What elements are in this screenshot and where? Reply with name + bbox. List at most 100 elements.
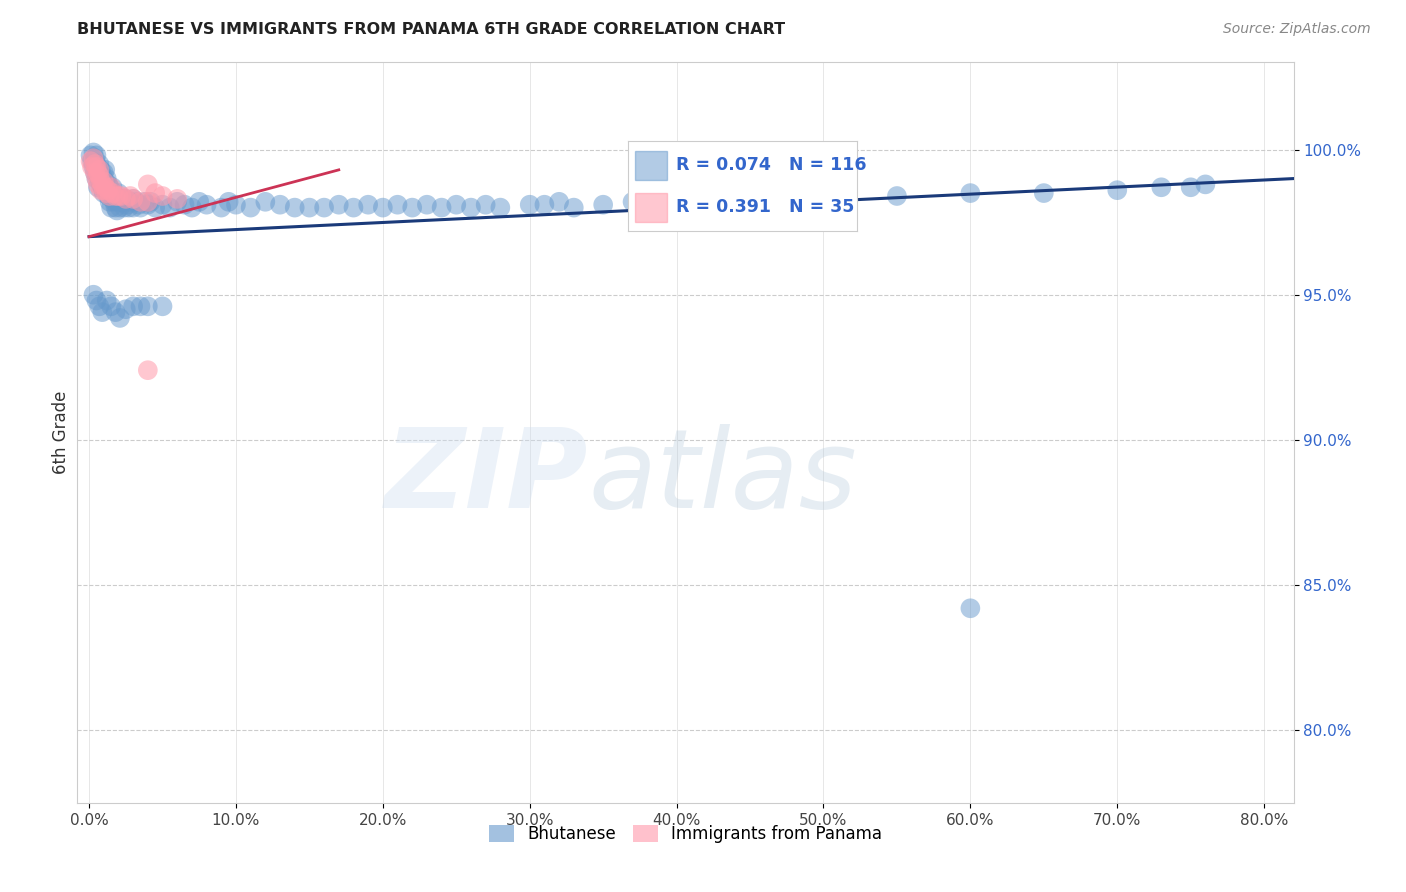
Point (209, 201, 232, 215)
Point (120, 189, 142, 203)
Point (89, 157, 111, 171)
Point (105, 203, 128, 218)
Point (97, 189, 120, 203)
Point (173, 197, 195, 211)
Point (371, 201, 394, 215)
Point (959, 601, 981, 615)
Point (118, 201, 141, 215)
Point (93, 186, 115, 200)
Point (84, 166, 107, 180)
Point (101, 192, 124, 206)
Point (314, 201, 336, 215)
Point (139, 194, 162, 209)
Point (298, 201, 321, 215)
Point (188, 194, 211, 209)
Point (548, 194, 571, 209)
Point (1180, 180, 1202, 194)
Point (97, 183, 120, 197)
Point (82, 151, 104, 165)
Point (84, 151, 107, 165)
Point (100, 186, 122, 200)
Point (416, 197, 439, 211)
Point (110, 192, 132, 206)
Point (886, 189, 908, 203)
Point (129, 299, 152, 313)
Point (1032, 186, 1054, 200)
Point (474, 197, 496, 211)
Point (86, 148, 108, 162)
Point (129, 201, 152, 215)
Point (90, 183, 112, 197)
Point (86, 157, 108, 171)
Point (82, 287, 104, 301)
Point (519, 197, 541, 211)
Point (86, 171, 108, 186)
Point (122, 299, 145, 313)
Point (93, 178, 115, 192)
Text: ZIP: ZIP (385, 424, 588, 531)
Point (101, 180, 124, 194)
Point (166, 192, 188, 206)
Text: R = 0.391   N = 35: R = 0.391 N = 35 (676, 197, 855, 216)
Point (357, 197, 380, 211)
Point (79, 148, 101, 162)
Point (100, 299, 122, 313)
Point (180, 201, 202, 215)
Point (97, 178, 120, 192)
Point (112, 201, 135, 215)
Point (107, 186, 129, 200)
Point (86, 160, 108, 174)
Point (80, 154, 103, 169)
Point (651, 197, 673, 211)
Text: atlas: atlas (588, 424, 856, 531)
Point (695, 194, 717, 209)
Point (562, 201, 585, 215)
Point (98, 180, 121, 194)
Point (1150, 180, 1173, 194)
Point (1194, 178, 1216, 192)
Point (100, 201, 122, 215)
Point (328, 197, 350, 211)
Point (592, 197, 614, 211)
Text: R = 0.074   N = 116: R = 0.074 N = 116 (676, 156, 866, 175)
Point (96, 171, 118, 186)
Point (114, 192, 136, 206)
Point (104, 201, 127, 215)
Point (104, 305, 127, 319)
Point (107, 189, 129, 203)
FancyBboxPatch shape (636, 194, 666, 222)
Point (134, 194, 156, 209)
Point (84, 157, 107, 171)
Point (86, 171, 108, 186)
Point (430, 201, 453, 215)
Point (136, 363, 159, 377)
Point (94, 174, 117, 188)
Point (254, 194, 277, 209)
Point (120, 194, 142, 209)
Point (489, 201, 512, 215)
Point (533, 197, 555, 211)
Point (91, 178, 114, 192)
Point (239, 201, 262, 215)
Point (159, 201, 181, 215)
Point (122, 192, 145, 206)
Point (136, 178, 159, 192)
Point (90, 162, 112, 177)
Point (90, 174, 112, 188)
Text: Source: ZipAtlas.com: Source: ZipAtlas.com (1223, 22, 1371, 37)
Point (143, 201, 166, 215)
Point (129, 194, 152, 209)
Point (89, 171, 111, 186)
Point (103, 194, 125, 209)
Point (621, 194, 644, 209)
Point (143, 186, 166, 200)
Point (401, 201, 423, 215)
Point (91, 305, 114, 319)
Point (195, 197, 218, 211)
Point (1107, 183, 1129, 197)
Point (91, 169, 114, 183)
Point (152, 189, 174, 203)
Point (284, 201, 307, 215)
Point (783, 192, 806, 206)
Text: BHUTANESE VS IMMIGRANTS FROM PANAMA 6TH GRADE CORRELATION CHART: BHUTANESE VS IMMIGRANTS FROM PANAMA 6TH … (77, 22, 786, 37)
